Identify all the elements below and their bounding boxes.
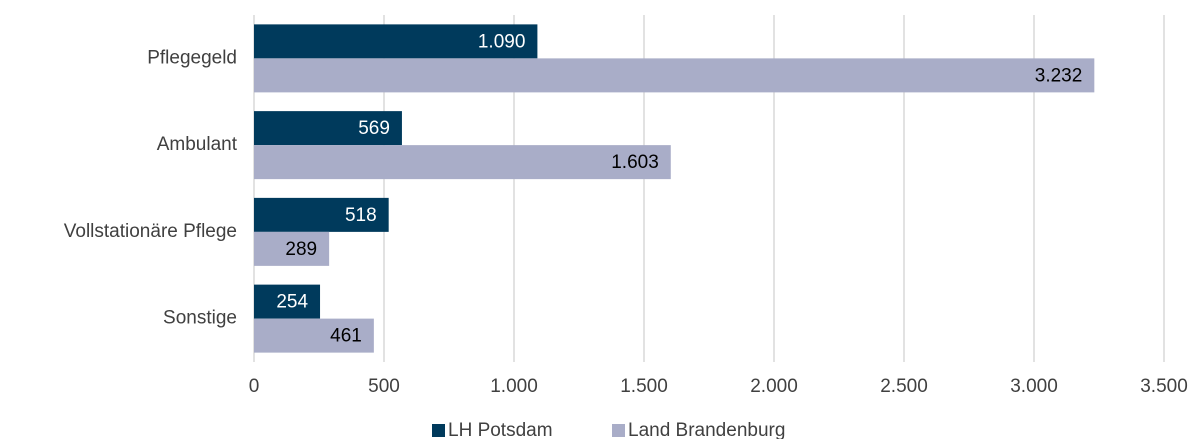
value-label: 569 bbox=[358, 118, 390, 139]
legend-label: LH Potsdam bbox=[448, 420, 553, 439]
value-label: 3.232 bbox=[1035, 65, 1083, 86]
x-tick-label: 2.000 bbox=[750, 376, 798, 397]
x-tick-label: 2.500 bbox=[880, 376, 928, 397]
bar bbox=[254, 197, 389, 232]
x-tick-label: 500 bbox=[368, 376, 400, 397]
y-tick-label: Pflegegeld bbox=[147, 47, 237, 68]
value-label: 461 bbox=[330, 326, 362, 347]
value-label: 289 bbox=[285, 239, 317, 260]
x-tick-label: 3.500 bbox=[1140, 376, 1188, 397]
bar bbox=[254, 318, 374, 353]
legend-swatch bbox=[432, 424, 445, 437]
y-tick-label: Sonstige bbox=[163, 308, 237, 329]
x-tick-label: 1.500 bbox=[620, 376, 668, 397]
bar bbox=[254, 24, 538, 59]
value-label: 254 bbox=[276, 292, 308, 313]
legend-swatch bbox=[612, 424, 625, 437]
bar bbox=[254, 111, 402, 146]
y-tick-label: Vollstationäre Pflege bbox=[64, 221, 237, 242]
value-label: 518 bbox=[345, 205, 377, 226]
y-tick-label: Ambulant bbox=[157, 134, 238, 155]
bar bbox=[254, 145, 671, 180]
bar bbox=[254, 58, 1095, 93]
legend-label: Land Brandenburg bbox=[628, 420, 785, 439]
x-tick-label: 3.000 bbox=[1010, 376, 1058, 397]
x-tick-label: 1.000 bbox=[490, 376, 538, 397]
value-label: 1.603 bbox=[611, 152, 659, 173]
x-tick-label: 0 bbox=[249, 376, 260, 397]
value-label: 1.090 bbox=[478, 31, 526, 52]
bar bbox=[254, 284, 321, 319]
bar bbox=[254, 231, 330, 266]
